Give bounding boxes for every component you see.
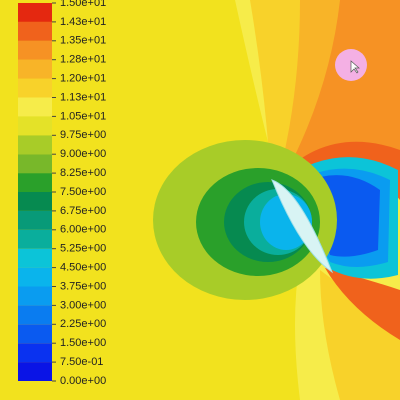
colorbar-tick-label: 9.00e+00 <box>60 148 106 160</box>
colorbar-tick-label: 5.25e+00 <box>60 243 106 255</box>
colorbar-tick-label: 6.00e+00 <box>60 224 106 236</box>
colorbar-band <box>18 210 52 230</box>
colorbar-band <box>18 229 52 249</box>
colorbar-band <box>18 173 52 192</box>
colorbar-band <box>18 267 52 287</box>
airfoil <box>271 179 334 274</box>
colorbar-band <box>18 362 52 381</box>
field-region <box>320 270 400 400</box>
colorbar-tick-label: 1.05e+01 <box>60 110 106 122</box>
colorbar-tick-label: 0.00e+00 <box>60 375 106 387</box>
colorbar-tick-label: 1.35e+01 <box>60 35 106 47</box>
colorbar-band <box>18 3 52 22</box>
colorbar-tick-label: 3.75e+00 <box>60 280 106 292</box>
colorbar: 0.00e+00 7.50e-01 1.50e+00 2.25e+00 3.00e+00… <box>18 0 106 387</box>
colorbar-band <box>18 97 52 117</box>
colorbar-tick-label: 7.50e+00 <box>60 186 106 198</box>
cursor <box>350 60 360 74</box>
colorbar-tick-label: 4.50e+00 <box>60 262 106 274</box>
colorbar-tick-label: 8.25e+00 <box>60 167 106 179</box>
colorbar-tick-label: 1.43e+01 <box>60 16 106 28</box>
colorbar-tick-label: 7.50e-01 <box>60 356 103 368</box>
colorbar-tick-label: 2.25e+00 <box>60 318 106 330</box>
field-region <box>285 0 400 175</box>
colorbar-band <box>18 40 52 60</box>
colorbar-band <box>18 248 52 268</box>
colorbar-band <box>18 21 52 41</box>
colorbar-tick-label: 9.75e+00 <box>60 129 106 141</box>
colorbar-tick-label: 1.13e+01 <box>60 91 106 103</box>
colorbar-band <box>18 154 52 174</box>
colorbar-band <box>18 59 52 79</box>
colorbar-band <box>18 78 52 98</box>
colorbar-band <box>18 192 52 211</box>
colorbar-band <box>18 343 52 363</box>
colorbar-tick-label: 1.20e+01 <box>60 73 106 85</box>
field-region <box>325 268 400 340</box>
colorbar-tick-label: 1.50e+00 <box>60 337 106 349</box>
colorbar-band <box>18 116 52 136</box>
colorbar-band <box>18 305 52 325</box>
colorbar-band <box>18 286 52 306</box>
colorbar-tick-label: 1.28e+01 <box>60 54 106 66</box>
colorbar-tick-label: 3.00e+00 <box>60 299 106 311</box>
colorbar-band <box>18 135 52 155</box>
colorbar-band <box>18 324 52 344</box>
field-region <box>280 141 400 200</box>
colorbar-tick-label: 1.50e+01 <box>60 0 106 9</box>
colorbar-tick-label: 6.75e+00 <box>60 205 106 217</box>
